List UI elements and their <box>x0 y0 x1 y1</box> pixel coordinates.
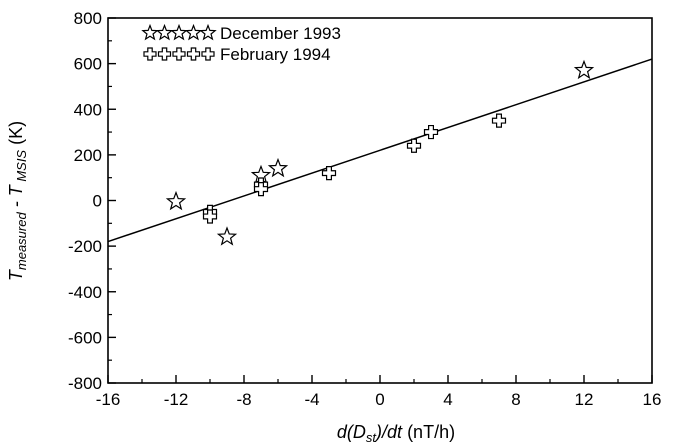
plus-marker <box>253 181 269 197</box>
y-axis-title-subscript-2: MSIS <box>14 150 29 186</box>
y-tick-label: 0 <box>93 192 102 211</box>
legend-plus-icon <box>157 47 172 61</box>
star-marker <box>165 190 187 211</box>
x-tick-label: 4 <box>443 390 452 409</box>
x-tick-label: -12 <box>164 390 189 409</box>
y-tick-label: 200 <box>74 146 102 165</box>
x-tick-label: 0 <box>375 390 384 409</box>
legend-star-icon <box>199 23 217 41</box>
star-marker <box>573 59 595 80</box>
x-tick-label: 16 <box>643 390 662 409</box>
legend-plus-icon <box>186 47 201 61</box>
plus-marker <box>491 113 507 128</box>
y-axis-ticks: -800 -600 -400 -200 0 200 400 600 800 <box>68 9 116 393</box>
x-tick-label: -16 <box>96 390 121 409</box>
star-marker <box>216 226 238 246</box>
y-tick-label: 800 <box>74 9 102 28</box>
legend-star-icon <box>141 23 159 41</box>
legend-plus-icon <box>172 47 186 61</box>
y-axis-title-t1: T <box>6 268 26 281</box>
y-tick-label: 400 <box>74 100 102 119</box>
legend-label: December 1993 <box>220 24 341 43</box>
legend-star-icon <box>184 23 203 41</box>
y-axis-title-subscript-1: measured <box>14 212 29 271</box>
x-axis-title-unit: (nT/h) <box>402 422 455 442</box>
legend-plus-icon <box>201 47 215 61</box>
y-axis-title: Tmeasured - T MSIS (K) <box>6 121 29 281</box>
y-tick-label: 600 <box>74 55 102 74</box>
legend-plus-icon <box>143 47 157 61</box>
x-tick-label: 8 <box>511 390 520 409</box>
star-marker <box>267 157 289 178</box>
x-tick-label: -4 <box>304 390 319 409</box>
plus-marker <box>423 124 439 140</box>
y-tick-label: -200 <box>68 237 102 256</box>
plus-marker <box>202 209 218 224</box>
plot-frame <box>107 17 653 384</box>
plus-marker <box>321 166 337 181</box>
y-tick-label: -600 <box>68 328 102 347</box>
x-axis-title-prefix: d(D <box>337 422 366 442</box>
legend-label: February 1994 <box>220 45 331 64</box>
x-axis-title-suffix: )/dt <box>374 422 403 442</box>
y-tick-label: -800 <box>68 374 102 393</box>
data-points <box>165 59 595 246</box>
x-axis-ticks: -16 -12 -8 -4 0 4 8 12 16 <box>96 375 662 409</box>
fit-line <box>107 58 653 243</box>
x-tick-label: 12 <box>575 390 594 409</box>
y-axis-title-unit: (K) <box>6 121 26 150</box>
x-tick-label: -8 <box>236 390 251 409</box>
x-axis-title: d(Dst)/dt (nT/h) <box>337 422 455 443</box>
y-tick-label: -400 <box>68 283 102 302</box>
x-axis-title-subscript: st <box>366 430 378 443</box>
legend-star-icon <box>170 23 188 41</box>
legend: December 1993 February 1994 <box>141 23 341 64</box>
y-axis-title-mid: - T <box>6 183 26 212</box>
plus-marker <box>406 138 422 153</box>
legend-star-icon <box>155 23 174 41</box>
